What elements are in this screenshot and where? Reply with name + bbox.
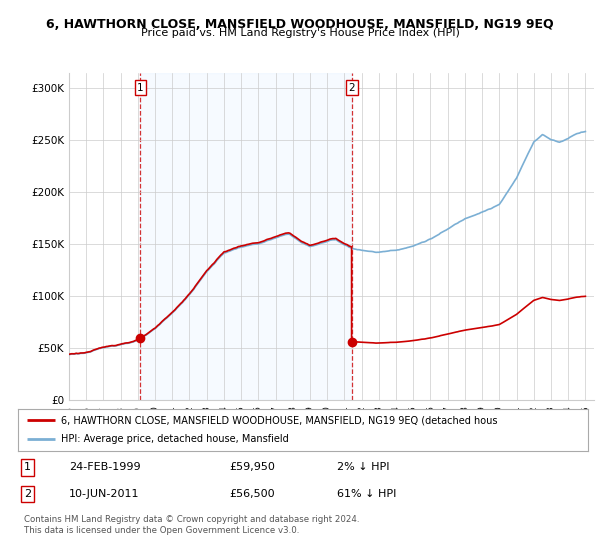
Text: HPI: Average price, detached house, Mansfield: HPI: Average price, detached house, Mans… (61, 435, 289, 445)
Text: 24-FEB-1999: 24-FEB-1999 (70, 463, 141, 473)
Text: Price paid vs. HM Land Registry's House Price Index (HPI): Price paid vs. HM Land Registry's House … (140, 28, 460, 38)
Text: 1: 1 (24, 463, 31, 473)
Text: 10-JUN-2011: 10-JUN-2011 (70, 489, 140, 499)
Text: 2: 2 (24, 489, 31, 499)
Text: 61% ↓ HPI: 61% ↓ HPI (337, 489, 397, 499)
Text: £59,950: £59,950 (229, 463, 275, 473)
Text: 6, HAWTHORN CLOSE, MANSFIELD WOODHOUSE, MANSFIELD, NG19 9EQ: 6, HAWTHORN CLOSE, MANSFIELD WOODHOUSE, … (46, 18, 554, 31)
Text: 1: 1 (137, 82, 144, 92)
Text: £56,500: £56,500 (229, 489, 275, 499)
Bar (140, 73, 352, 400)
Text: 2% ↓ HPI: 2% ↓ HPI (337, 463, 390, 473)
Text: 2: 2 (349, 82, 355, 92)
Text: Contains HM Land Registry data © Crown copyright and database right 2024.
This d: Contains HM Land Registry data © Crown c… (24, 515, 359, 535)
Text: 6, HAWTHORN CLOSE, MANSFIELD WOODHOUSE, MANSFIELD, NG19 9EQ (detached hous: 6, HAWTHORN CLOSE, MANSFIELD WOODHOUSE, … (61, 415, 497, 425)
